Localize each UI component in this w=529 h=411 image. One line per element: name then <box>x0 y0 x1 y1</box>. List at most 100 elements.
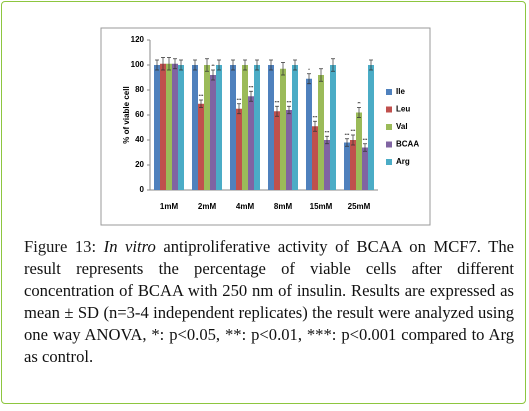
error-bar <box>249 90 253 102</box>
legend-label: Ile <box>396 87 405 96</box>
error-bar <box>211 69 215 81</box>
bar <box>350 140 356 190</box>
error-bar <box>313 120 317 132</box>
bar <box>160 63 166 190</box>
legend-label: BCAA <box>396 140 419 149</box>
significance-label: *** <box>199 93 204 98</box>
bar <box>292 65 298 190</box>
legend-label: Leu <box>396 105 410 114</box>
bar <box>248 96 254 190</box>
bar <box>242 65 248 190</box>
legend-swatch <box>386 124 392 130</box>
y-tick-label: 80 <box>135 85 144 94</box>
error-bar <box>363 143 367 152</box>
bar <box>368 65 374 190</box>
error-bar <box>293 59 297 71</box>
error-bar <box>205 58 209 72</box>
bar <box>216 65 222 190</box>
bar <box>192 65 198 190</box>
bar <box>280 68 286 190</box>
figure-frame <box>1 1 526 404</box>
bar <box>178 65 184 190</box>
significance-label: * <box>308 67 310 72</box>
legend-label: Arg <box>396 157 410 166</box>
significance-label: *** <box>345 132 350 137</box>
caption: Figure 13: In vitro antiproliferative ac… <box>24 236 514 368</box>
error-bar <box>307 73 311 85</box>
y-tick-label: 20 <box>135 160 144 169</box>
bar <box>318 75 324 190</box>
bar <box>274 111 280 190</box>
significance-label: *** <box>363 137 368 142</box>
y-axis-title: % of viable cell <box>122 86 131 143</box>
x-tick-label: 25mM <box>348 202 371 211</box>
error-bar <box>287 105 291 115</box>
bar <box>230 65 236 190</box>
bar <box>166 63 172 190</box>
y-tick-label: 40 <box>135 135 144 144</box>
significance-label: *** <box>287 99 292 104</box>
error-bar <box>231 59 235 71</box>
error-bar <box>325 135 329 145</box>
bar <box>236 108 242 190</box>
error-bar <box>357 107 361 118</box>
bar <box>356 112 362 190</box>
error-bar <box>331 58 335 72</box>
error-bar <box>155 59 159 71</box>
error-bar <box>161 57 165 71</box>
error-bar <box>275 105 279 117</box>
y-tick-label: 0 <box>140 185 145 194</box>
y-tick-label: 120 <box>131 35 145 44</box>
error-bar <box>243 59 247 71</box>
significance-label: *** <box>313 114 318 119</box>
bar <box>312 126 318 190</box>
bar <box>204 65 210 190</box>
error-bar <box>369 59 373 71</box>
error-bar <box>199 99 203 108</box>
caption-text: antiproliferative activity of BCAA on MC… <box>24 237 515 366</box>
error-bar <box>193 59 197 71</box>
bar <box>198 103 204 190</box>
x-tick-label: 15mM <box>310 202 333 211</box>
y-tick-label: 100 <box>131 60 145 69</box>
significance-label: *** <box>237 97 242 102</box>
significance-label: ** <box>211 63 215 68</box>
bar <box>362 147 368 190</box>
bar <box>330 65 336 190</box>
bar <box>172 63 178 190</box>
bar <box>344 142 350 190</box>
error-bar <box>173 58 177 70</box>
bar <box>306 78 312 190</box>
legend-swatch <box>386 141 392 148</box>
error-bar <box>217 59 221 71</box>
error-bar <box>351 134 355 146</box>
x-tick-label: 2mM <box>198 202 217 211</box>
bar <box>210 75 216 190</box>
error-bar <box>255 59 259 71</box>
error-bar <box>237 103 241 115</box>
legend-swatch <box>386 89 392 95</box>
legend-swatch <box>386 106 392 113</box>
x-tick-label: 4mM <box>236 202 255 211</box>
x-tick-label: 1mM <box>160 202 179 211</box>
error-bar <box>319 68 323 82</box>
error-bar <box>345 138 349 147</box>
bar <box>254 65 260 190</box>
significance-label: ** <box>357 101 361 106</box>
error-bar <box>179 59 183 71</box>
significance-label: *** <box>351 128 356 133</box>
significance-label: *** <box>325 129 330 134</box>
x-tick-label: 8mM <box>274 202 293 211</box>
bar <box>154 65 160 190</box>
bar <box>268 65 274 190</box>
y-tick-label: 60 <box>135 110 144 119</box>
bar <box>286 110 292 190</box>
legend-swatch <box>386 159 392 165</box>
caption-label: Figure 13: <box>24 237 97 256</box>
significance-label: *** <box>249 84 254 89</box>
error-bar <box>281 62 285 76</box>
legend-label: Val <box>396 122 408 131</box>
significance-label: *** <box>275 99 280 104</box>
